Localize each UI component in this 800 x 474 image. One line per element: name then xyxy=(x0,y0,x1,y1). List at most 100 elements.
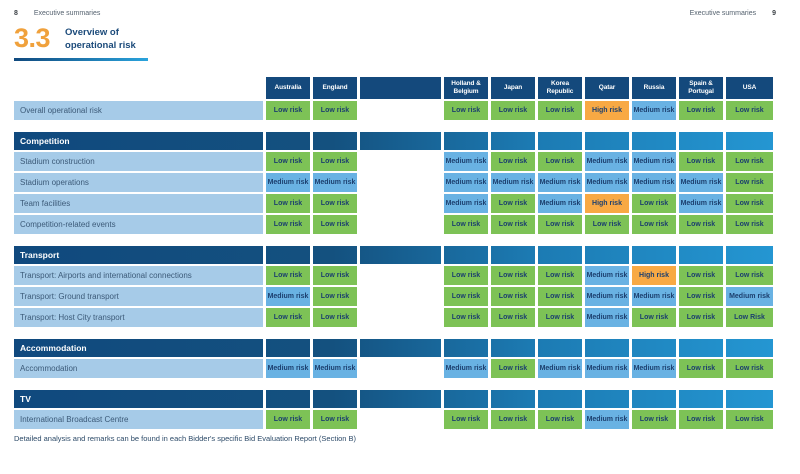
section-header-row: Transport xyxy=(14,246,773,264)
risk-cell: Low risk xyxy=(632,215,679,234)
section-cell xyxy=(585,390,632,408)
section-cell xyxy=(632,390,679,408)
section-cell xyxy=(313,339,360,357)
risk-cell: Low risk xyxy=(491,410,538,429)
risk-cell: Low risk xyxy=(679,359,726,378)
section-cell xyxy=(585,339,632,357)
table-row: Transport: Host City transport Low risk Lo… xyxy=(14,308,773,327)
risk-cell: Low risk xyxy=(491,101,538,120)
risk-cell: Low risk xyxy=(313,101,360,120)
section-cell xyxy=(313,132,360,150)
row-label: Stadium construction xyxy=(14,152,266,171)
risk-cell: Medium risk xyxy=(444,359,491,378)
section-cell xyxy=(538,390,585,408)
risk-cell: Medium risk xyxy=(313,359,360,378)
section-cell xyxy=(679,132,726,150)
section-title: Competition xyxy=(14,132,266,150)
risk-cell: Low risk xyxy=(679,152,726,171)
section-cell xyxy=(444,132,491,150)
risk-cell: Low risk xyxy=(444,266,491,285)
row-label: Stadium operations xyxy=(14,173,266,192)
page-number-left: 8 xyxy=(14,10,18,17)
risk-cell: Low risk xyxy=(679,215,726,234)
risk-cell: Low risk xyxy=(538,287,585,306)
table-row: Overall operational risk Low risk Low risk… xyxy=(14,101,773,120)
section-cell xyxy=(538,132,585,150)
section-cell xyxy=(313,246,360,264)
column-header: Australia xyxy=(266,77,313,99)
risk-cell: Low risk xyxy=(266,266,313,285)
spacer-cell xyxy=(360,287,444,306)
risk-cell: Low risk xyxy=(538,266,585,285)
risk-cell: Low risk xyxy=(444,410,491,429)
table-row: Team facilities Low risk Low risk Medium ri… xyxy=(14,194,773,213)
section-cell xyxy=(538,246,585,264)
risk-cell: High risk xyxy=(585,194,632,213)
table-row: Competition-related events Low risk Low ri… xyxy=(14,215,773,234)
risk-cell: Low risk xyxy=(679,308,726,327)
table-row: Transport: Airports and international co… xyxy=(14,266,773,285)
section-title: Transport xyxy=(14,246,266,264)
section-cell xyxy=(266,132,313,150)
risk-cell: Low risk xyxy=(313,152,360,171)
risk-table: Australia England Holland & Belgium Japan Ko… xyxy=(14,77,773,429)
spacer-cell xyxy=(360,77,444,99)
table-row: International Broadcast Centre Low risk Lo… xyxy=(14,410,773,429)
risk-cell: Low risk xyxy=(444,101,491,120)
risk-cell: Medium risk xyxy=(266,173,313,192)
spacer-cell xyxy=(360,152,444,171)
page-header-left: 8 Executive summaries xyxy=(14,10,100,17)
risk-cell: Medium risk xyxy=(313,173,360,192)
title-block: 3.3 Overview of operational risk xyxy=(14,23,800,53)
risk-cell: Medium risk xyxy=(491,173,538,192)
section-header-row: TV xyxy=(14,390,773,408)
risk-cell: Medium risk xyxy=(585,308,632,327)
spacer-cell xyxy=(360,308,444,327)
section-cell xyxy=(538,339,585,357)
risk-cell: Low risk xyxy=(585,215,632,234)
section-cell xyxy=(679,390,726,408)
risk-cell: Low risk xyxy=(266,101,313,120)
section-cell xyxy=(726,390,773,408)
section-title: TV xyxy=(14,390,266,408)
column-header: Holland & Belgium xyxy=(444,77,491,99)
section-cell xyxy=(491,339,538,357)
spacer-cell xyxy=(360,194,444,213)
risk-cell: Low risk xyxy=(632,194,679,213)
row-label: Accommodation xyxy=(14,359,266,378)
page-header-right: Executive summaries 9 xyxy=(690,10,776,17)
page-title-line2: operational risk xyxy=(65,40,136,51)
risk-cell: Low risk xyxy=(632,410,679,429)
section-cell xyxy=(266,246,313,264)
spacer-cell xyxy=(360,390,444,408)
page-title-line1: Overview of xyxy=(65,27,119,38)
table-row: Stadium construction Low risk Low risk Medi… xyxy=(14,152,773,171)
risk-cell: Low Risk xyxy=(726,308,773,327)
risk-cell: Low risk xyxy=(444,215,491,234)
section-cell xyxy=(726,132,773,150)
column-header: Spain & Portugal xyxy=(679,77,726,99)
risk-cell: Medium risk xyxy=(444,152,491,171)
risk-cell: Medium risk xyxy=(266,359,313,378)
section-number: 3.3 xyxy=(14,23,51,53)
risk-cell: Low risk xyxy=(266,152,313,171)
column-header: Japan xyxy=(491,77,538,99)
risk-cell: Low risk xyxy=(726,359,773,378)
risk-cell: Low risk xyxy=(266,410,313,429)
spacer-cell xyxy=(360,410,444,429)
risk-cell: Medium risk xyxy=(726,287,773,306)
risk-cell: Low risk xyxy=(726,410,773,429)
risk-cell: Low risk xyxy=(726,266,773,285)
running-title-left: Executive summaries xyxy=(33,10,101,17)
risk-cell: Low risk xyxy=(632,308,679,327)
risk-cell: Low risk xyxy=(313,410,360,429)
spacer-cell xyxy=(360,101,444,120)
risk-cell: High risk xyxy=(585,101,632,120)
section-cell xyxy=(585,246,632,264)
section-cell xyxy=(632,339,679,357)
row-label: International Broadcast Centre xyxy=(14,410,266,429)
risk-cell: Low risk xyxy=(491,308,538,327)
page-number-right: 9 xyxy=(772,10,776,17)
risk-cell: Low risk xyxy=(491,266,538,285)
